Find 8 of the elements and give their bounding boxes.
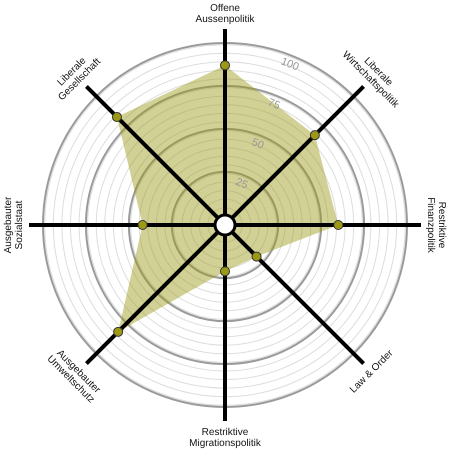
y-tick-label: 25 bbox=[234, 176, 250, 192]
spoke-label: Offene Aussenpolitik bbox=[196, 3, 256, 25]
spoke-label: Restriktive Migrationspolitik bbox=[189, 427, 262, 449]
y-tick-label: 75 bbox=[266, 96, 282, 112]
y-tick-label: 100 bbox=[279, 56, 301, 74]
spoke-label: Restriktive Finanzpolitik bbox=[425, 197, 447, 254]
spoke-label: Ausgebauter Sozialstaat bbox=[3, 196, 25, 254]
y-tick-label: 50 bbox=[250, 136, 266, 152]
